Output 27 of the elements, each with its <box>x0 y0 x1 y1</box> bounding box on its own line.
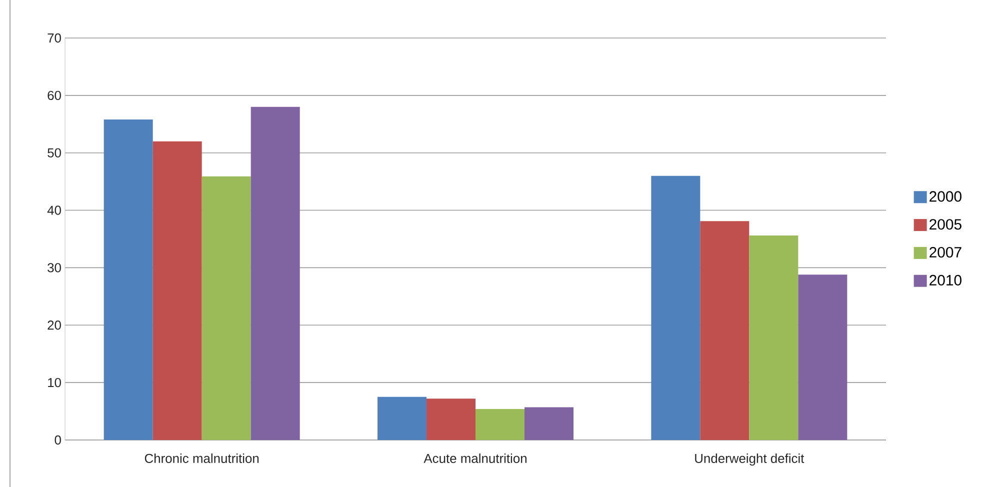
bar <box>524 407 574 440</box>
bar <box>152 141 202 440</box>
y-tick-label: 0 <box>54 435 61 445</box>
bar <box>378 396 427 440</box>
bar <box>250 106 300 440</box>
bar <box>202 176 251 440</box>
y-tick-label: 10 <box>48 378 61 388</box>
legend-label: 2007 <box>930 246 962 258</box>
bar <box>651 176 700 440</box>
y-tick-label: 60 <box>48 90 61 100</box>
y-tick-label: 30 <box>48 263 61 272</box>
x-tick-label: Chronic malnutrition <box>144 454 259 464</box>
bar <box>104 120 153 440</box>
y-tick-label: 50 <box>48 148 61 158</box>
bar <box>700 221 750 440</box>
y-tick-label: 40 <box>47 206 61 215</box>
y-tick-label: 70 <box>48 33 61 43</box>
y-tick-label: 20 <box>48 320 61 330</box>
bar <box>476 408 525 440</box>
bar <box>798 274 848 440</box>
legend-label: 2000 <box>930 191 962 202</box>
legend-label: 2010 <box>930 274 962 286</box>
legend-label: 2005 <box>930 219 962 230</box>
x-tick-label: Underweight deficit <box>695 454 804 466</box>
bar <box>426 398 476 440</box>
x-tick-label: Acute malnutrition <box>424 454 526 464</box>
bar <box>749 236 798 440</box>
